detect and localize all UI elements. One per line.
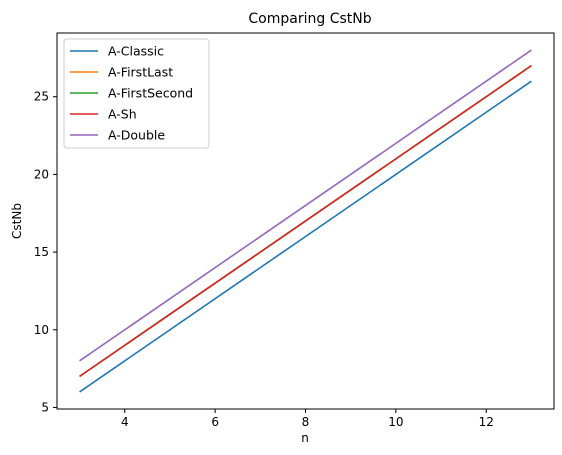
- y-tick-label: 15: [34, 245, 49, 259]
- legend-label: A-Double: [108, 128, 165, 143]
- y-axis-label: CstNb: [10, 203, 24, 239]
- series-line-a-sh: [79, 64, 532, 378]
- x-tick-label: 10: [388, 415, 403, 429]
- legend-label: A-FirstLast: [108, 65, 173, 80]
- chart-title: Comparing CstNb: [248, 11, 371, 27]
- y-tick-label: 25: [34, 90, 49, 104]
- y-axis-ticks: 5 10 15 20 25: [34, 90, 57, 414]
- x-tick-label: 4: [121, 415, 129, 429]
- x-tick-label: 12: [479, 415, 494, 429]
- series-lines: [79, 49, 532, 393]
- x-axis-ticks: 4 6 8 10 12: [121, 409, 494, 429]
- legend-label: A-FirstSecond: [108, 86, 193, 101]
- x-axis-label: n: [301, 431, 309, 445]
- series-line-a-double: [79, 49, 532, 362]
- x-tick-label: 8: [302, 415, 310, 429]
- series-line-a-classic: [79, 80, 532, 393]
- legend-box: [63, 38, 210, 149]
- legend: A-Classic A-FirstLast A-FirstSecond A-Sh A-D…: [63, 38, 210, 149]
- y-tick-label: 10: [34, 323, 49, 337]
- legend-label: A-Sh: [108, 107, 137, 122]
- y-tick-label: 5: [41, 400, 49, 414]
- y-tick-label: 20: [34, 167, 49, 181]
- legend-label: A-Classic: [108, 44, 164, 59]
- x-tick-label: 6: [211, 415, 219, 429]
